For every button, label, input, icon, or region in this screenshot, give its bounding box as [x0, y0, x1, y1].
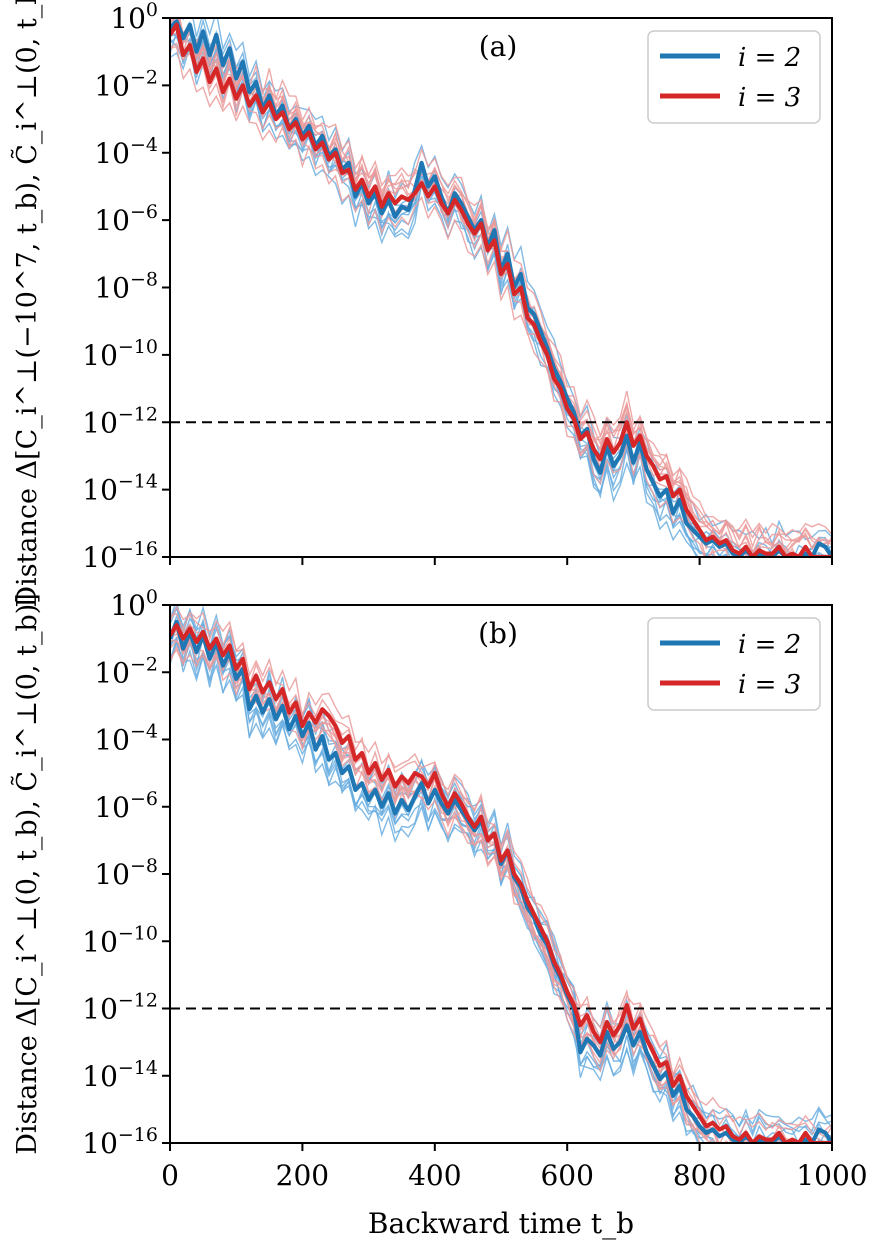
panel-b-y-axis-title: Distance Δ[C_i^⊥(0, t_b), C̃_i^⊥(0, t_b)…	[10, 593, 43, 1155]
ensemble-line-i3	[170, 45, 716, 557]
panel-b-x-axis: 0 200 400 600 800 1000	[161, 1143, 868, 1192]
panel-a-y-axis-title: Distance Δ[C_i^⊥(−10^7, t_b), C̃_i^⊥(0, …	[10, 0, 43, 608]
panel-b-y-axis: 100 10−2 10−4 10−6 10−8 10−10 10−12 10−14 10−16	[82, 586, 170, 1160]
ensemble-line-i3	[170, 42, 806, 557]
legend-label-i3: i = 3	[738, 670, 801, 700]
x-tick-label: 600	[540, 1159, 593, 1192]
y-tick-label: 10−8	[94, 855, 158, 891]
ensemble-line-i3	[170, 610, 832, 1135]
panel-a-series	[170, 19, 832, 557]
ensemble-line-i3	[170, 605, 832, 1138]
panel-b-ylabel-text: Distance Δ[C_i^⊥(0, t_b), C̃_i^⊥(0, t_b)…	[10, 593, 43, 1155]
ensemble-line-i3	[170, 18, 832, 551]
x-axis-title: Backward time t_b	[368, 1207, 634, 1240]
panel-b: 10010−210−410−610−810−1010−1210−1410−16 …	[10, 586, 868, 1192]
panel-b-series	[170, 619, 832, 1143]
y-tick-label: 10−16	[82, 1124, 158, 1160]
ensemble-line-i2	[170, 46, 698, 557]
panel-a-ylabel-text: Distance Δ[C_i^⊥(−10^7, t_b), C̃_i^⊥(0, …	[10, 0, 43, 608]
legend-label-i2: i = 2	[738, 43, 801, 73]
ensemble-line-i2	[170, 29, 715, 557]
panel-a-plot-area	[170, 18, 832, 557]
y-tick-label: 10−10	[82, 922, 158, 958]
panel-a-legend: i = 2 i = 3	[647, 30, 821, 124]
y-tick-label: 10−4	[94, 721, 158, 757]
y-tick-label: 10−12	[82, 990, 158, 1026]
panel-a-label: (a)	[479, 30, 518, 63]
ensemble-line-i3	[170, 645, 717, 1143]
panel-a-y-axis: 100 10−2 10−4 10−6 10−8 10−10 10−12 10−14 10−16	[82, 0, 170, 574]
ensemble-line-i2	[170, 640, 827, 1143]
x-tick-label: 1000	[796, 1159, 867, 1192]
panel-b-label: (b)	[478, 617, 518, 650]
ensemble-line-i2	[170, 639, 699, 1143]
panel-b-plot-area	[170, 605, 832, 1143]
x-tick-label: 400	[408, 1159, 461, 1192]
legend-label-i2: i = 2	[738, 630, 801, 660]
y-tick-label: 10−14	[82, 1057, 158, 1093]
y-tick-label: 10−6	[94, 788, 158, 824]
series-line-i2	[170, 619, 832, 1143]
y-tick-label: 10−6	[94, 201, 158, 237]
series-line-i3	[170, 623, 832, 1143]
y-tick-label: 10−4	[94, 134, 158, 170]
y-tick-label: 10−2	[94, 66, 158, 102]
x-tick-label: 0	[161, 1159, 179, 1192]
y-tick-label: 10−12	[82, 403, 158, 439]
y-tick-label: 10−2	[94, 653, 158, 689]
y-tick-label: 100	[110, 586, 158, 622]
panel-b-legend: i = 2 i = 3	[647, 617, 821, 711]
legend-label-i3: i = 3	[738, 83, 801, 113]
x-tick-label: 200	[276, 1159, 329, 1192]
y-tick-label: 10−8	[94, 269, 158, 305]
y-tick-label: 10−16	[82, 538, 158, 574]
ensemble-line-i3	[170, 18, 832, 553]
ensemble-line-i2	[170, 38, 729, 557]
y-tick-label: 10−10	[82, 336, 158, 372]
x-tick-label: 800	[673, 1159, 726, 1192]
panel-a: 10010−210−410−610−810−1010−1210−1410−16 …	[10, 0, 833, 608]
panel-a-x-axis	[169, 557, 833, 565]
ensemble-line-i2	[181, 18, 832, 547]
y-tick-label: 10−14	[82, 471, 158, 507]
series-line-i3	[170, 22, 832, 557]
y-tick-label: 100	[110, 0, 158, 35]
